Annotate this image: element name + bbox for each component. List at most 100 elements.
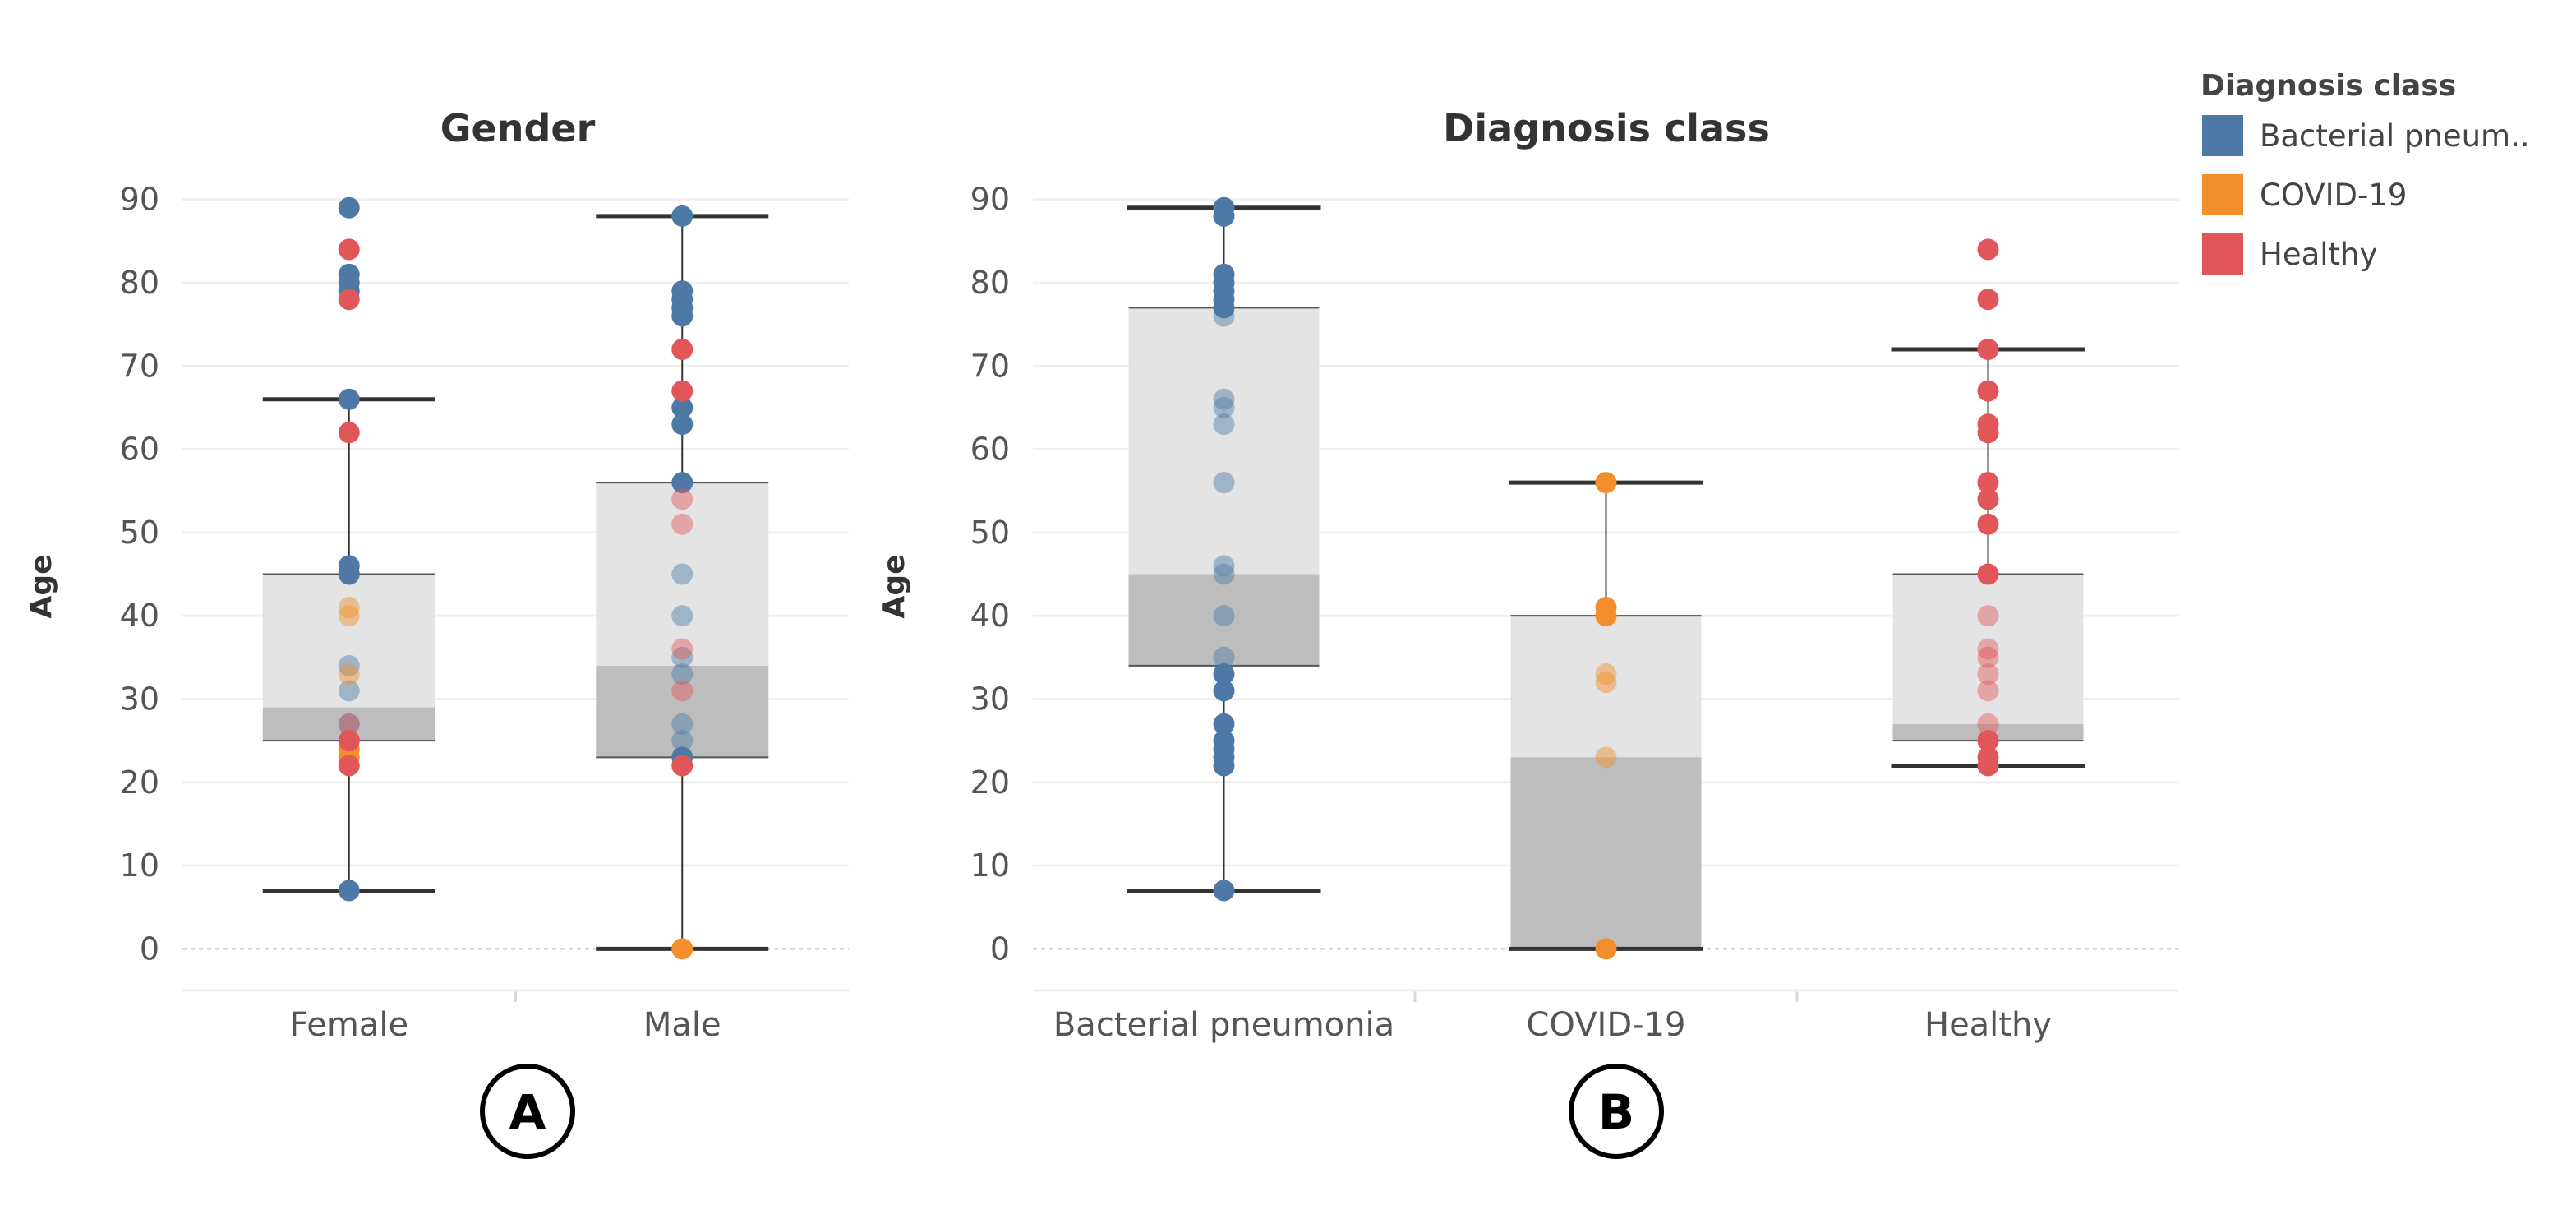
data-point-healthy[interactable] bbox=[1977, 289, 1999, 311]
y-tick-label: 10 bbox=[970, 847, 1010, 884]
data-point-healthy[interactable] bbox=[1977, 663, 1999, 686]
legend-label-covid-19[interactable]: COVID-19 bbox=[2260, 178, 2407, 213]
data-point-bacterial-pneumonia[interactable] bbox=[671, 663, 694, 686]
data-point-bacterial-pneumonia[interactable] bbox=[1213, 563, 1235, 585]
data-point-bacterial-pneumonia[interactable] bbox=[671, 413, 694, 436]
data-point-bacterial-pneumonia[interactable] bbox=[1213, 713, 1235, 735]
panel-label-circle bbox=[1569, 1064, 1664, 1159]
data-point-bacterial-pneumonia[interactable] bbox=[1213, 555, 1235, 577]
y-tick-label: 0 bbox=[990, 930, 1010, 967]
data-point-healthy[interactable] bbox=[1977, 646, 1999, 668]
data-point-covid-19[interactable] bbox=[338, 597, 360, 619]
legend-title: Diagnosis class bbox=[2200, 69, 2456, 103]
data-point-bacterial-pneumonia[interactable] bbox=[1213, 646, 1235, 668]
data-point-bacterial-pneumonia[interactable] bbox=[338, 880, 360, 902]
data-point-healthy[interactable] bbox=[338, 422, 360, 444]
legend-swatch-healthy[interactable] bbox=[2202, 233, 2243, 275]
x-tick-label-female: Female bbox=[289, 1006, 408, 1044]
data-point-bacterial-pneumonia[interactable] bbox=[338, 680, 360, 702]
data-point-healthy[interactable] bbox=[1977, 680, 1999, 702]
data-point-healthy[interactable] bbox=[1977, 513, 1999, 535]
data-point-covid-19[interactable] bbox=[1595, 672, 1617, 694]
data-point-healthy[interactable] bbox=[1977, 472, 1999, 494]
data-point-bacterial-pneumonia[interactable] bbox=[338, 388, 360, 410]
data-point-bacterial-pneumonia[interactable] bbox=[1213, 605, 1235, 627]
box-lower-bacterial-pneumonia bbox=[1128, 574, 1320, 666]
y-axis-label: Age bbox=[25, 554, 58, 618]
data-point-bacterial-pneumonia[interactable] bbox=[1213, 396, 1235, 418]
y-tick-label: 20 bbox=[970, 764, 1010, 801]
data-point-healthy[interactable] bbox=[338, 730, 360, 752]
data-point-healthy[interactable] bbox=[1977, 638, 1999, 660]
data-point-covid-19[interactable] bbox=[1595, 663, 1617, 686]
y-tick-label: 80 bbox=[120, 265, 159, 301]
data-point-bacterial-pneumonia[interactable] bbox=[1213, 305, 1235, 327]
data-point-bacterial-pneumonia[interactable] bbox=[671, 472, 694, 494]
data-point-healthy[interactable] bbox=[671, 380, 694, 402]
data-point-bacterial-pneumonia[interactable] bbox=[671, 396, 694, 418]
y-tick-label: 90 bbox=[970, 182, 1010, 218]
data-point-healthy[interactable] bbox=[671, 680, 694, 702]
data-point-covid-19[interactable] bbox=[1595, 605, 1617, 627]
data-point-covid-19[interactable] bbox=[1595, 746, 1617, 769]
data-point-healthy[interactable] bbox=[338, 755, 360, 777]
data-point-healthy[interactable] bbox=[1977, 755, 1999, 777]
data-point-bacterial-pneumonia[interactable] bbox=[671, 713, 694, 735]
data-point-covid-19[interactable] bbox=[671, 938, 694, 960]
y-tick-label: 70 bbox=[970, 348, 1010, 384]
data-point-covid-19[interactable] bbox=[338, 605, 360, 627]
data-point-healthy[interactable] bbox=[1977, 713, 1999, 735]
data-point-bacterial-pneumonia[interactable] bbox=[671, 730, 694, 752]
data-point-bacterial-pneumonia[interactable] bbox=[1213, 297, 1235, 319]
y-tick-label: 10 bbox=[120, 847, 159, 884]
data-point-bacterial-pneumonia[interactable] bbox=[338, 563, 360, 585]
y-tick-label: 30 bbox=[970, 681, 1010, 717]
data-point-bacterial-pneumonia[interactable] bbox=[671, 205, 694, 227]
legend-swatch-covid-19[interactable] bbox=[2202, 174, 2243, 215]
data-point-bacterial-pneumonia[interactable] bbox=[338, 196, 360, 219]
data-point-healthy[interactable] bbox=[671, 755, 694, 777]
data-point-bacterial-pneumonia[interactable] bbox=[671, 646, 694, 668]
data-point-healthy[interactable] bbox=[1977, 380, 1999, 402]
x-tick-label-covid-19: COVID-19 bbox=[1526, 1006, 1685, 1044]
y-tick-label: 80 bbox=[970, 265, 1010, 301]
data-point-healthy[interactable] bbox=[338, 713, 360, 735]
data-point-healthy[interactable] bbox=[338, 289, 360, 311]
data-point-bacterial-pneumonia[interactable] bbox=[671, 605, 694, 627]
legend-label-healthy[interactable]: Healthy bbox=[2260, 237, 2377, 272]
data-point-healthy[interactable] bbox=[1977, 422, 1999, 444]
legend-swatch-bacterial-pneumonia[interactable] bbox=[2202, 115, 2243, 156]
box-upper-healthy bbox=[1892, 574, 2084, 724]
data-point-bacterial-pneumonia[interactable] bbox=[1213, 663, 1235, 686]
data-point-bacterial-pneumonia[interactable] bbox=[1213, 388, 1235, 410]
data-point-covid-19[interactable] bbox=[1595, 938, 1617, 960]
y-tick-label: 90 bbox=[120, 182, 159, 218]
legend[interactable]: Diagnosis class Bacterial pneum.. COVID-19… bbox=[2200, 69, 2530, 275]
data-point-healthy[interactable] bbox=[671, 488, 694, 510]
data-point-healthy[interactable] bbox=[671, 513, 694, 535]
data-point-bacterial-pneumonia[interactable] bbox=[671, 305, 694, 327]
data-point-bacterial-pneumonia[interactable] bbox=[1213, 680, 1235, 702]
data-point-healthy[interactable] bbox=[1977, 605, 1999, 627]
data-point-bacterial-pneumonia[interactable] bbox=[338, 654, 360, 676]
data-point-healthy[interactable] bbox=[1977, 338, 1999, 360]
data-point-bacterial-pneumonia[interactable] bbox=[1213, 880, 1235, 902]
data-point-bacterial-pneumonia[interactable] bbox=[1213, 413, 1235, 436]
data-point-healthy[interactable] bbox=[1977, 488, 1999, 510]
chart-title: Gender bbox=[440, 106, 596, 150]
data-point-healthy[interactable] bbox=[338, 238, 360, 261]
data-point-healthy[interactable] bbox=[1977, 730, 1999, 752]
chart-title: Diagnosis class bbox=[1443, 106, 1770, 150]
data-point-healthy[interactable] bbox=[1977, 238, 1999, 261]
data-point-covid-19[interactable] bbox=[338, 663, 360, 686]
data-point-bacterial-pneumonia[interactable] bbox=[671, 563, 694, 585]
data-point-healthy[interactable] bbox=[1977, 563, 1999, 585]
data-point-healthy[interactable] bbox=[671, 338, 694, 360]
legend-label-bacterial-pneumonia[interactable]: Bacterial pneum.. bbox=[2260, 118, 2530, 154]
data-point-healthy[interactable] bbox=[671, 638, 694, 660]
data-point-bacterial-pneumonia[interactable] bbox=[338, 713, 360, 735]
data-point-bacterial-pneumonia[interactable] bbox=[1213, 205, 1235, 227]
data-point-covid-19[interactable] bbox=[1595, 472, 1617, 494]
data-point-bacterial-pneumonia[interactable] bbox=[1213, 755, 1235, 777]
data-point-bacterial-pneumonia[interactable] bbox=[1213, 472, 1235, 494]
